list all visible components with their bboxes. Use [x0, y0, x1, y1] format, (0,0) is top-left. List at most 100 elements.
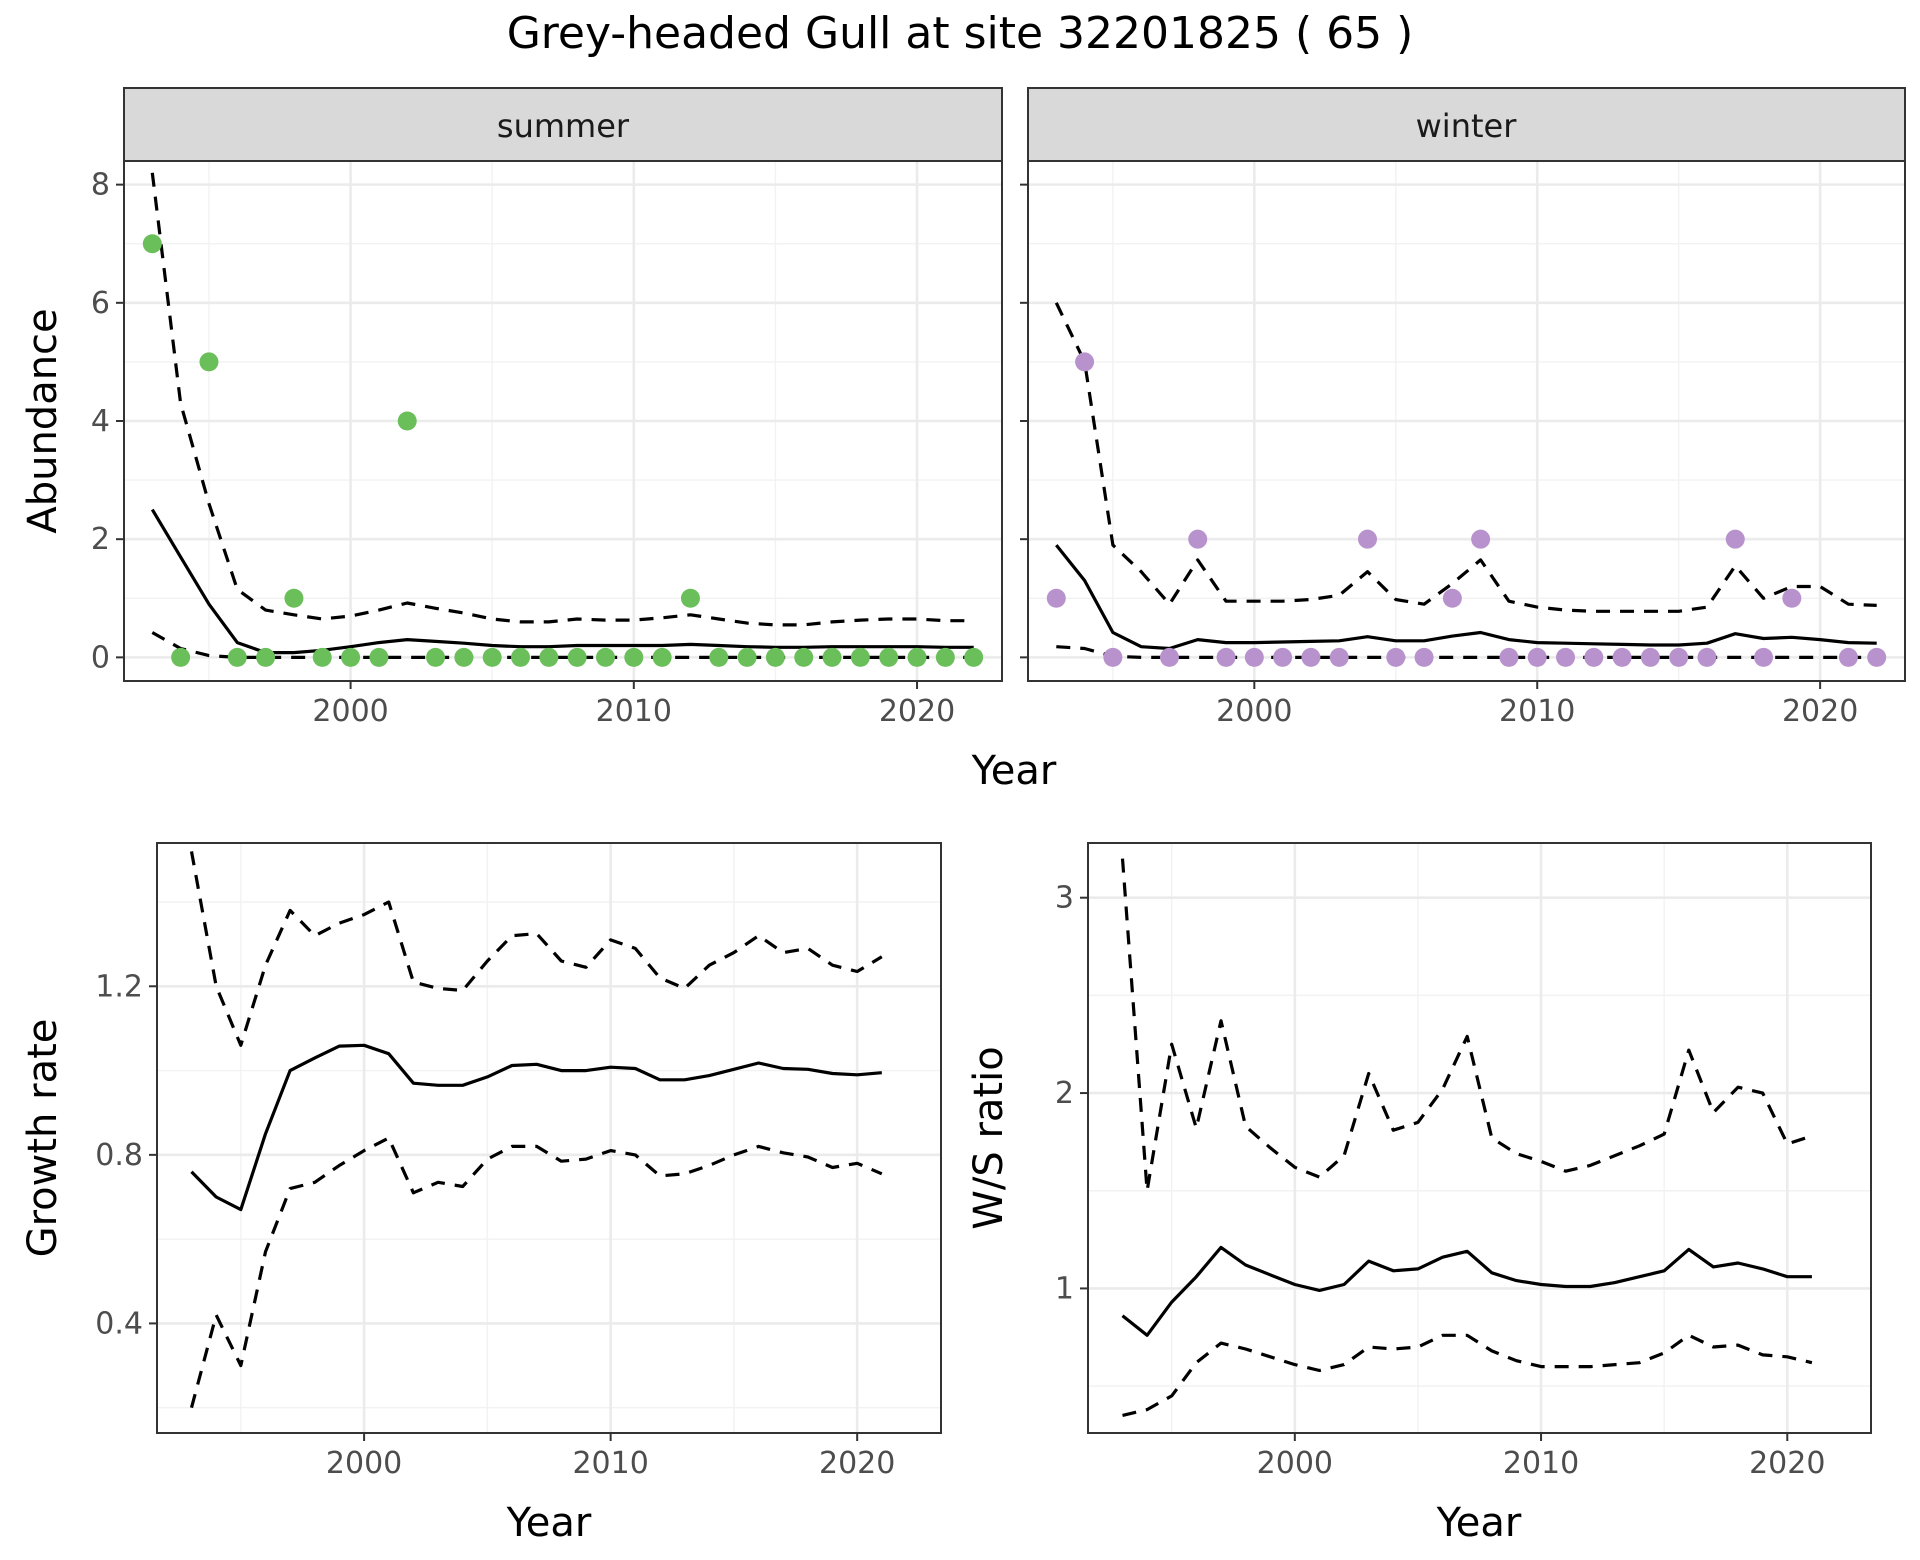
winter-data-point: [1216, 647, 1236, 667]
ws-ratio-y-axis-title: W/S ratio: [966, 1046, 1012, 1229]
winter-data-point: [1725, 529, 1745, 549]
abundance-x-axis-title: Year: [971, 748, 1057, 794]
growth-rate-y-tick-label: 0.8: [95, 1138, 143, 1173]
summer-data-point: [652, 647, 672, 667]
summer-data-point: [935, 647, 955, 667]
ws-ratio-upper-bound-line: [1120, 858, 1813, 1193]
summer-data-point: [964, 647, 984, 667]
summer-data-point: [369, 647, 389, 667]
summer-data-point: [765, 647, 785, 667]
summer-data-point: [709, 647, 729, 667]
summer-data-point: [397, 411, 417, 431]
summer-data-point: [680, 588, 700, 608]
winter-data-point: [1442, 588, 1462, 608]
winter-data-point: [1782, 588, 1802, 608]
ws-ratio-y-tick-label: 2: [1055, 1076, 1074, 1111]
summer-y-tick-label: 4: [91, 404, 110, 439]
figure-title: Grey-headed Gull at site 32201825 ( 65 ): [507, 8, 1414, 59]
summer-data-point: [539, 647, 559, 667]
winter-panel-border: [1027, 160, 1906, 682]
winter-data-point: [1527, 647, 1547, 667]
summer-data-point: [284, 588, 304, 608]
ws-ratio-x-tick-label: 2000: [1257, 1446, 1333, 1481]
winter-x-tick-label: 2020: [1782, 694, 1858, 729]
summer-data-point: [624, 647, 644, 667]
summer-data-point: [227, 647, 247, 667]
summer-data-point: [511, 647, 531, 667]
winter-data-point: [1357, 529, 1377, 549]
winter-data-point: [1838, 647, 1858, 667]
summer-panel-border: [123, 160, 1003, 682]
winter-data-point: [1075, 352, 1095, 372]
winter-strip-label: winter: [1416, 107, 1518, 145]
summer-data-point: [879, 647, 899, 667]
ws-ratio-x-tick-label: 2010: [1503, 1446, 1579, 1481]
winter-data-point: [1499, 647, 1519, 667]
growth-rate-fit-line: [190, 1043, 882, 1212]
winter-x-tick-label: 2010: [1499, 694, 1575, 729]
winter-panel: winter 2000 2010 2020: [1020, 87, 1906, 729]
winter-data-point: [1046, 588, 1066, 608]
ws-ratio-y-tick-label: 3: [1055, 881, 1074, 916]
summer-y-tick-label: 2: [91, 522, 110, 557]
ws-ratio-plot-area: [1088, 843, 1871, 1433]
summer-x-tick-label: 2010: [596, 694, 672, 729]
growth-rate-x-tick-label: 2010: [572, 1446, 648, 1481]
summer-y-tick-label: 8: [91, 168, 110, 203]
summer-data-point: [850, 647, 870, 667]
summer-data-point: [482, 647, 502, 667]
summer-data-point: [256, 647, 276, 667]
summer-data-point: [567, 647, 587, 667]
winter-data-point: [1386, 647, 1406, 667]
summer-plot-area: [124, 161, 1002, 681]
summer-y-tick-label: 0: [91, 640, 110, 675]
winter-fit-line: [1055, 544, 1877, 651]
summer-x-tick-label: 2020: [879, 694, 955, 729]
abundance-y-axis-title: Abundance: [20, 308, 66, 533]
summer-data-point: [822, 647, 842, 667]
growth-rate-panel-border: [156, 842, 942, 1434]
summer-data-point: [595, 647, 615, 667]
summer-data-point: [907, 647, 927, 667]
summer-upper-bound-line: [150, 172, 974, 627]
summer-y-tick-label: 6: [91, 286, 110, 321]
winter-data-point: [1754, 647, 1774, 667]
winter-plot-area: [1028, 161, 1905, 681]
summer-data-point: [312, 647, 332, 667]
winter-data-point: [1471, 529, 1491, 549]
winter-data-point: [1244, 647, 1264, 667]
winter-data-point: [1867, 647, 1887, 667]
growth-rate-x-axis-title: Year: [506, 1500, 592, 1546]
summer-x-tick-label: 2000: [312, 694, 388, 729]
summer-data-point: [737, 647, 757, 667]
ws-ratio-y-tick-label: 1: [1055, 1271, 1074, 1306]
winter-data-point: [1612, 647, 1632, 667]
winter-data-point: [1103, 647, 1123, 667]
winter-x-tick-label: 2000: [1216, 694, 1292, 729]
growth-rate-x-tick-label: 2020: [819, 1446, 895, 1481]
winter-upper-bound-line: [1054, 302, 1877, 613]
ws-ratio-x-axis-title: Year: [1436, 1500, 1522, 1546]
summer-data-point: [341, 647, 361, 667]
winter-data-point: [1669, 647, 1689, 667]
ws-ratio-x-tick-label: 2020: [1749, 1446, 1825, 1481]
ws-ratio-fit-line: [1121, 1245, 1812, 1337]
winter-data-point: [1414, 647, 1434, 667]
winter-data-point: [1301, 647, 1321, 667]
winter-data-point: [1188, 529, 1208, 549]
growth-rate-y-tick-label: 0.4: [95, 1306, 143, 1341]
ws-ratio-lower-bound-line: [1122, 1333, 1813, 1417]
summer-panel: summer 2000 2010 2020 0 2 4 6 8: [91, 87, 1003, 729]
winter-data-point: [1329, 647, 1349, 667]
winter-data-point: [1273, 647, 1293, 667]
summer-strip: [123, 87, 1003, 162]
summer-data-point: [426, 647, 446, 667]
growth-rate-panel: 2000 2010 2020 0.4 0.8 1.2: [95, 842, 942, 1481]
summer-data-point: [199, 352, 219, 372]
growth-rate-x-tick-label: 2000: [326, 1446, 402, 1481]
ws-ratio-panel-border: [1087, 842, 1872, 1434]
summer-fit-line: [150, 508, 974, 655]
summer-lower-bound-line: [151, 631, 974, 659]
